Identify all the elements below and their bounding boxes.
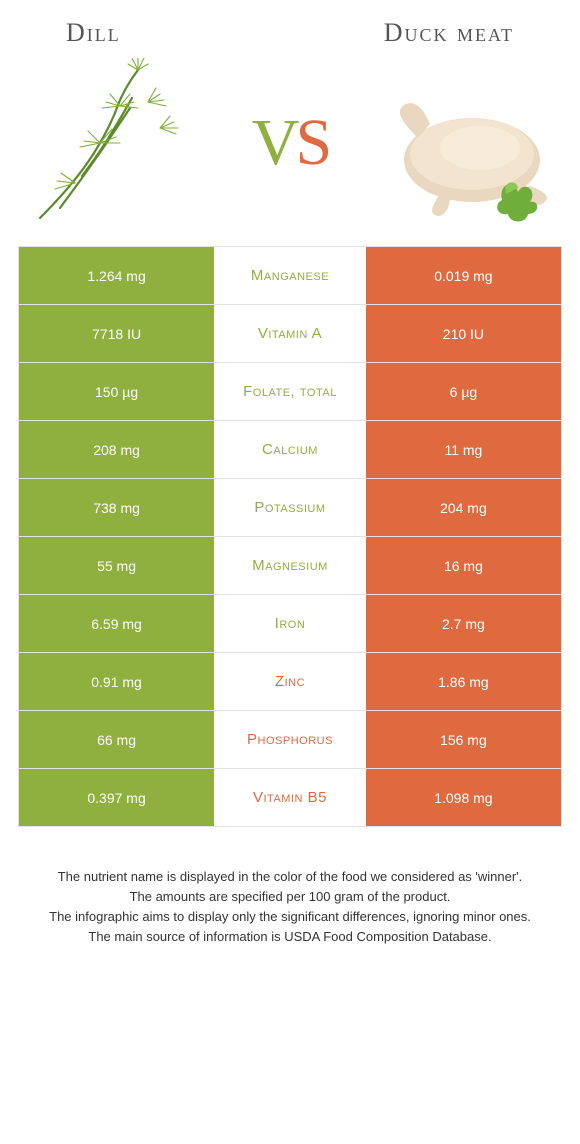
table-row: 0.91 mgZinc1.86 mg: [19, 653, 561, 711]
duck-illustration: [380, 58, 560, 228]
left-value: 208 mg: [19, 421, 214, 478]
title-left: Dill: [66, 18, 121, 48]
right-value: 210 IU: [366, 305, 561, 362]
table-row: 208 mgCalcium11 mg: [19, 421, 561, 479]
footer-line: The amounts are specified per 100 gram o…: [42, 887, 538, 907]
table-row: 150 µgFolate, total6 µg: [19, 363, 561, 421]
table-row: 7718 IUVitamin A210 IU: [19, 305, 561, 363]
right-value: 2.7 mg: [366, 595, 561, 652]
footer-line: The main source of information is USDA F…: [42, 927, 538, 947]
table-row: 1.264 mgManganese0.019 mg: [19, 247, 561, 305]
table-row: 66 mgPhosphorus156 mg: [19, 711, 561, 769]
nutrient-label: Potassium: [214, 479, 366, 536]
left-value: 150 µg: [19, 363, 214, 420]
nutrient-label: Manganese: [214, 247, 366, 304]
table-row: 55 mgMagnesium16 mg: [19, 537, 561, 595]
vs-v: V: [252, 106, 296, 179]
table-row: 0.397 mgVitamin B51.098 mg: [19, 769, 561, 827]
left-value: 738 mg: [19, 479, 214, 536]
title-right: Duck meat: [384, 18, 514, 48]
table-row: 6.59 mgIron2.7 mg: [19, 595, 561, 653]
dill-illustration: [20, 58, 200, 228]
left-value: 6.59 mg: [19, 595, 214, 652]
title-row: Dill Duck meat: [18, 18, 562, 48]
hero-row: VS: [18, 58, 562, 246]
left-value: 55 mg: [19, 537, 214, 594]
left-value: 0.91 mg: [19, 653, 214, 710]
right-value: 204 mg: [366, 479, 561, 536]
right-value: 16 mg: [366, 537, 561, 594]
left-value: 7718 IU: [19, 305, 214, 362]
nutrient-label: Iron: [214, 595, 366, 652]
right-value: 1.098 mg: [366, 769, 561, 826]
left-value: 66 mg: [19, 711, 214, 768]
footer-line: The nutrient name is displayed in the co…: [42, 867, 538, 887]
nutrient-label: Phosphorus: [214, 711, 366, 768]
right-value: 6 µg: [366, 363, 561, 420]
right-value: 0.019 mg: [366, 247, 561, 304]
nutrient-label: Calcium: [214, 421, 366, 478]
vs-s: S: [295, 106, 328, 179]
nutrient-label: Zinc: [214, 653, 366, 710]
left-value: 1.264 mg: [19, 247, 214, 304]
left-value: 0.397 mg: [19, 769, 214, 826]
table-row: 738 mgPotassium204 mg: [19, 479, 561, 537]
nutrient-label: Folate, total: [214, 363, 366, 420]
nutrient-label: Vitamin A: [214, 305, 366, 362]
right-value: 11 mg: [366, 421, 561, 478]
footer-line: The infographic aims to display only the…: [42, 907, 538, 927]
nutrient-label: Vitamin B5: [214, 769, 366, 826]
nutrient-table: 1.264 mgManganese0.019 mg7718 IUVitamin …: [18, 246, 562, 827]
vs-label: VS: [252, 105, 328, 181]
right-value: 156 mg: [366, 711, 561, 768]
right-value: 1.86 mg: [366, 653, 561, 710]
nutrient-label: Magnesium: [214, 537, 366, 594]
footer-notes: The nutrient name is displayed in the co…: [18, 827, 562, 948]
